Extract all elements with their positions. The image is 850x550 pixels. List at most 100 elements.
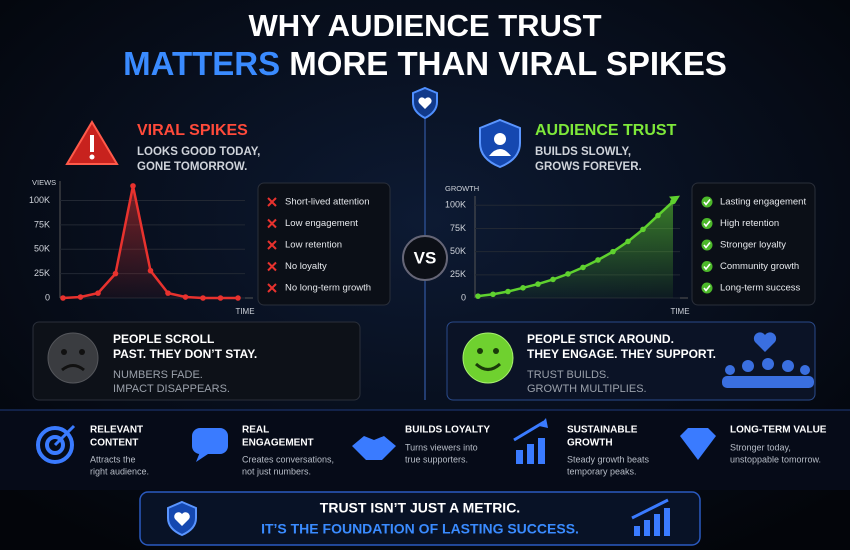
mouth	[61, 364, 85, 372]
point	[200, 295, 206, 301]
point-text: Long-term success	[720, 283, 801, 294]
heart-icon	[174, 512, 190, 526]
point-text: Low engagement	[285, 218, 358, 229]
feature-text: right audience.	[90, 466, 149, 476]
axis-label: TIME	[670, 307, 689, 316]
eye	[477, 348, 483, 354]
smiley	[462, 332, 514, 384]
points-box	[691, 182, 816, 306]
title-line: WHY AUDIENCE TRUST	[248, 8, 601, 43]
area	[63, 185, 238, 298]
point	[475, 293, 481, 299]
point	[640, 226, 646, 233]
growth-icon	[631, 498, 670, 536]
eye	[79, 349, 85, 355]
point	[550, 276, 556, 283]
feature-band	[0, 410, 850, 490]
callout-text: GROWTH MULTIPLIES.	[527, 383, 647, 395]
point	[535, 281, 541, 287]
feature-text: true supporters.	[405, 454, 468, 464]
feature-text: Steady growth beats	[567, 454, 650, 464]
y-tick-label: 50K	[34, 244, 50, 254]
point-text: No long-term growth	[285, 283, 371, 294]
point	[655, 212, 661, 219]
point-text: High retention	[720, 218, 779, 229]
feature-text: Turns viewers into	[405, 442, 478, 452]
callout-text: IMPACT DISAPPEARS.	[113, 383, 230, 395]
subtitle: GONE TOMORROW.	[137, 161, 247, 173]
area	[478, 201, 673, 298]
point	[130, 183, 136, 189]
y-tick-label: 75K	[34, 219, 50, 229]
point-text: No loyalty	[285, 261, 327, 272]
feature-text: Stronger today,	[730, 442, 791, 452]
point-text: Lasting engagement	[720, 197, 806, 208]
heart-icon	[418, 97, 432, 109]
cross-icon	[267, 283, 277, 293]
point-text: Community growth	[720, 261, 799, 272]
feature-title: SUSTAINABLE	[567, 425, 638, 436]
footer-line: TRUST ISN’T JUST A METRIC.	[320, 500, 520, 516]
point	[147, 267, 154, 274]
point	[235, 295, 241, 301]
heading: VIRAL SPIKES	[137, 122, 248, 139]
cross-icon	[267, 197, 277, 207]
points-box	[257, 182, 391, 306]
feature-title: RELEVANT	[90, 425, 143, 436]
vs-badge	[402, 235, 448, 281]
y-tick-label: 100K	[445, 200, 466, 210]
callout-title: PEOPLE SCROLL	[113, 332, 214, 346]
title-rest: MORE THAN VIRAL SPIKES	[280, 45, 727, 82]
title-line: MATTERS MORE THAN VIRAL SPIKES	[123, 45, 727, 82]
axis-label: TIME	[235, 307, 254, 316]
eye	[493, 348, 499, 354]
axis-label: GROWTH	[445, 184, 479, 193]
point	[77, 294, 84, 300]
point	[520, 285, 526, 291]
y-tick-label: 0	[45, 292, 50, 302]
feature-title: REAL	[242, 425, 269, 436]
point	[565, 271, 571, 277]
sad-face	[47, 332, 99, 384]
mouth	[474, 362, 502, 371]
warning-dot	[89, 154, 95, 160]
check-mark	[703, 242, 711, 249]
title-highlight: MATTERS	[123, 45, 280, 82]
footer-box	[139, 491, 701, 546]
user-icon	[489, 149, 511, 156]
heading: AUDIENCE TRUST	[535, 122, 677, 139]
feature-text: temporary peaks.	[567, 466, 637, 476]
point-text: Stronger loyalty	[720, 240, 786, 251]
point	[217, 295, 224, 301]
user-icon	[494, 133, 506, 145]
subtitle: GROWS FOREVER.	[535, 161, 642, 173]
feature-icons	[36, 418, 716, 464]
callout-title: PEOPLE STICK AROUND.	[527, 332, 674, 346]
feature-title: CONTENT	[90, 438, 138, 449]
warning-mark	[90, 135, 94, 152]
callout-text: NUMBERS FADE.	[113, 369, 203, 381]
eye	[61, 349, 67, 355]
y-tick-label: 100K	[29, 195, 50, 205]
point	[580, 264, 586, 271]
subtitle: LOOKS GOOD TODAY,	[137, 146, 260, 158]
callout-text: TRUST BUILDS.	[527, 369, 609, 381]
feature-title: LONG-TERM VALUE	[730, 425, 827, 436]
y-tick-label: 25K	[450, 269, 466, 279]
point	[610, 248, 616, 255]
callout-title: PAST. THEY DON’T STAY.	[113, 347, 257, 361]
point	[95, 290, 101, 296]
y-tick-label: 0	[461, 292, 466, 302]
point	[595, 257, 601, 263]
subtitle: BUILDS SLOWLY,	[535, 146, 631, 158]
point	[60, 295, 66, 301]
feature-text: unstoppable tomorrow.	[730, 454, 821, 464]
point-text: Low retention	[285, 240, 342, 251]
point	[505, 288, 511, 295]
feature-title: GROWTH	[567, 438, 613, 449]
cross-icon	[267, 218, 277, 229]
point	[112, 270, 119, 277]
y-tick-label: 75K	[450, 223, 466, 233]
